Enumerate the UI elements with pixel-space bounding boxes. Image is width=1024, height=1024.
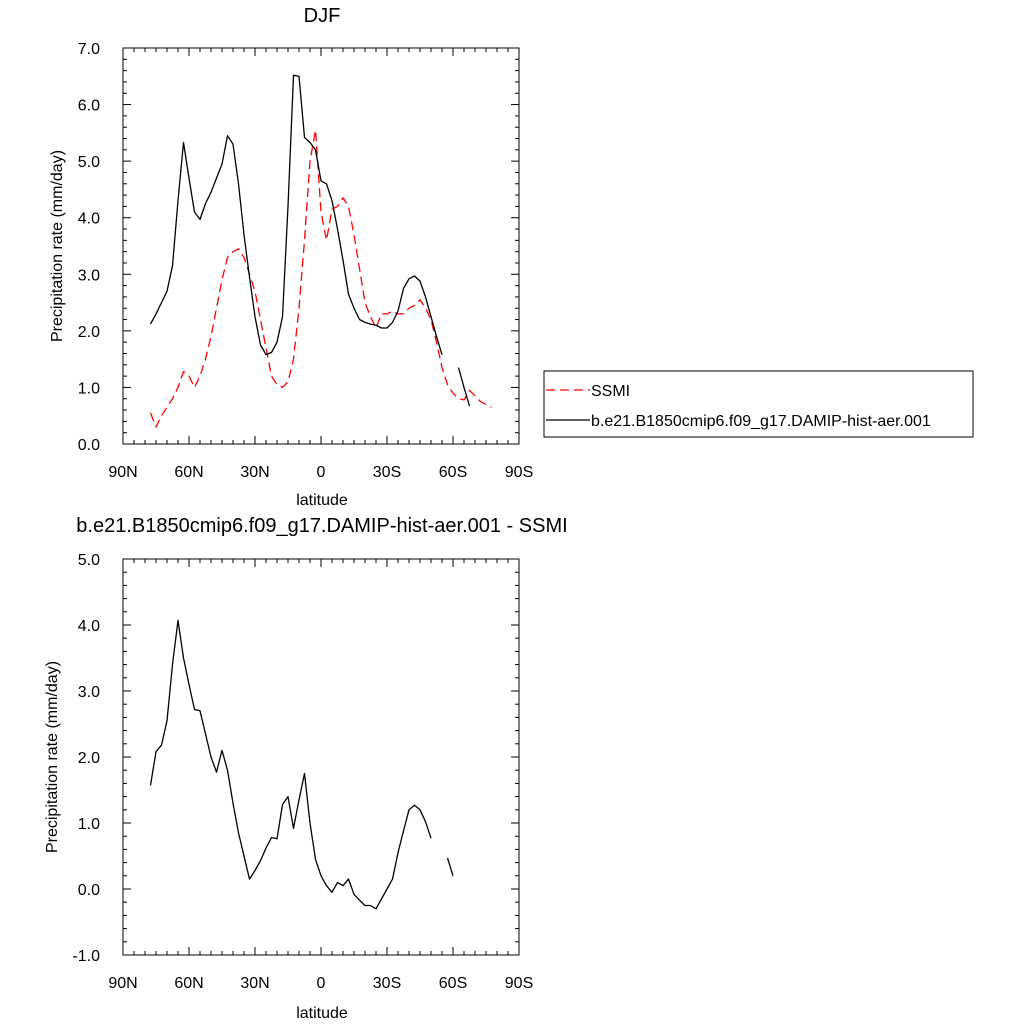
series-line-difference [149, 619, 454, 910]
y-tick-label: 3.0 [78, 684, 100, 701]
tick-marks: 90N 60N 30N 0 30S 60S 90S -1.0 0.0 1.0 2.0 3.0 4.0 5.… [72, 552, 533, 992]
series-line-b-e21-b1850cmip6-f09-g17-damip-hist-aer-001 [149, 74, 471, 407]
series-group [149, 74, 492, 428]
x-tick-label: 60N [174, 464, 203, 481]
legend: SSMI b.e21.B1850cmip6.f09_g17.DAMIP-hist… [543, 370, 974, 438]
y-axis-label: Precipitation rate (mm/day) [44, 661, 61, 853]
series-group [149, 619, 454, 910]
x-tick-label: 0 [317, 464, 326, 481]
y-axis-label: Precipitation rate (mm/day) [49, 150, 66, 342]
plot-frame [122, 47, 520, 445]
y-tick-label: 6.0 [78, 98, 100, 115]
y-tick-label: 5.0 [78, 154, 100, 171]
series-line-ssmi [149, 129, 492, 428]
y-tick-label: 1.0 [78, 816, 100, 833]
x-tick-label: 90N [108, 975, 137, 992]
x-tick-label: 90S [505, 464, 533, 481]
y-tick-label: 2.0 [78, 750, 100, 767]
y-tick-label: 4.0 [78, 211, 100, 228]
y-tick-label: 1.0 [78, 380, 100, 397]
y-tick-label: 2.0 [78, 324, 100, 341]
panel-djf: DJF 90N 60N 30N 0 30S 60S 90S 0.0 1.0 2.0 3.0 4.0 5.… [49, 5, 974, 509]
chart-title: b.e21.B1850cmip6.f09_g17.DAMIP-hist-aer.… [76, 515, 567, 537]
x-tick-label: 30S [373, 464, 401, 481]
x-tick-label: 90S [505, 975, 533, 992]
x-tick-label: 30N [240, 975, 269, 992]
y-tick-label: -1.0 [72, 948, 100, 965]
tick-marks: 90N 60N 30N 0 30S 60S 90S 0.0 1.0 2.0 3.0 4.0 5.0 6.0… [78, 41, 533, 481]
x-tick-label: 0 [317, 975, 326, 992]
x-tick-label: 90N [108, 464, 137, 481]
chart-title: DJF [304, 5, 341, 27]
y-tick-label: 0.0 [78, 882, 100, 899]
y-tick-label: 5.0 [78, 552, 100, 569]
y-tick-label: 0.0 [78, 437, 100, 454]
legend-box [543, 370, 974, 438]
x-tick-label: 30S [373, 975, 401, 992]
panel-difference: b.e21.B1850cmip6.f09_g17.DAMIP-hist-aer.… [44, 515, 568, 1022]
x-axis-label: latitude [296, 492, 348, 509]
x-tick-label: 60S [439, 464, 467, 481]
x-axis-label: latitude [296, 1005, 348, 1022]
x-tick-label: 60N [174, 975, 203, 992]
y-tick-label: 3.0 [78, 267, 100, 284]
plot-frame [122, 558, 520, 956]
x-tick-label: 60S [439, 975, 467, 992]
legend-entry-model: b.e21.B1850cmip6.f09_g17.DAMIP-hist-aer.… [591, 413, 931, 430]
y-tick-label: 7.0 [78, 41, 100, 58]
x-tick-label: 30N [240, 464, 269, 481]
y-tick-label: 4.0 [78, 618, 100, 635]
legend-entry-ssmi: SSMI [591, 383, 630, 400]
